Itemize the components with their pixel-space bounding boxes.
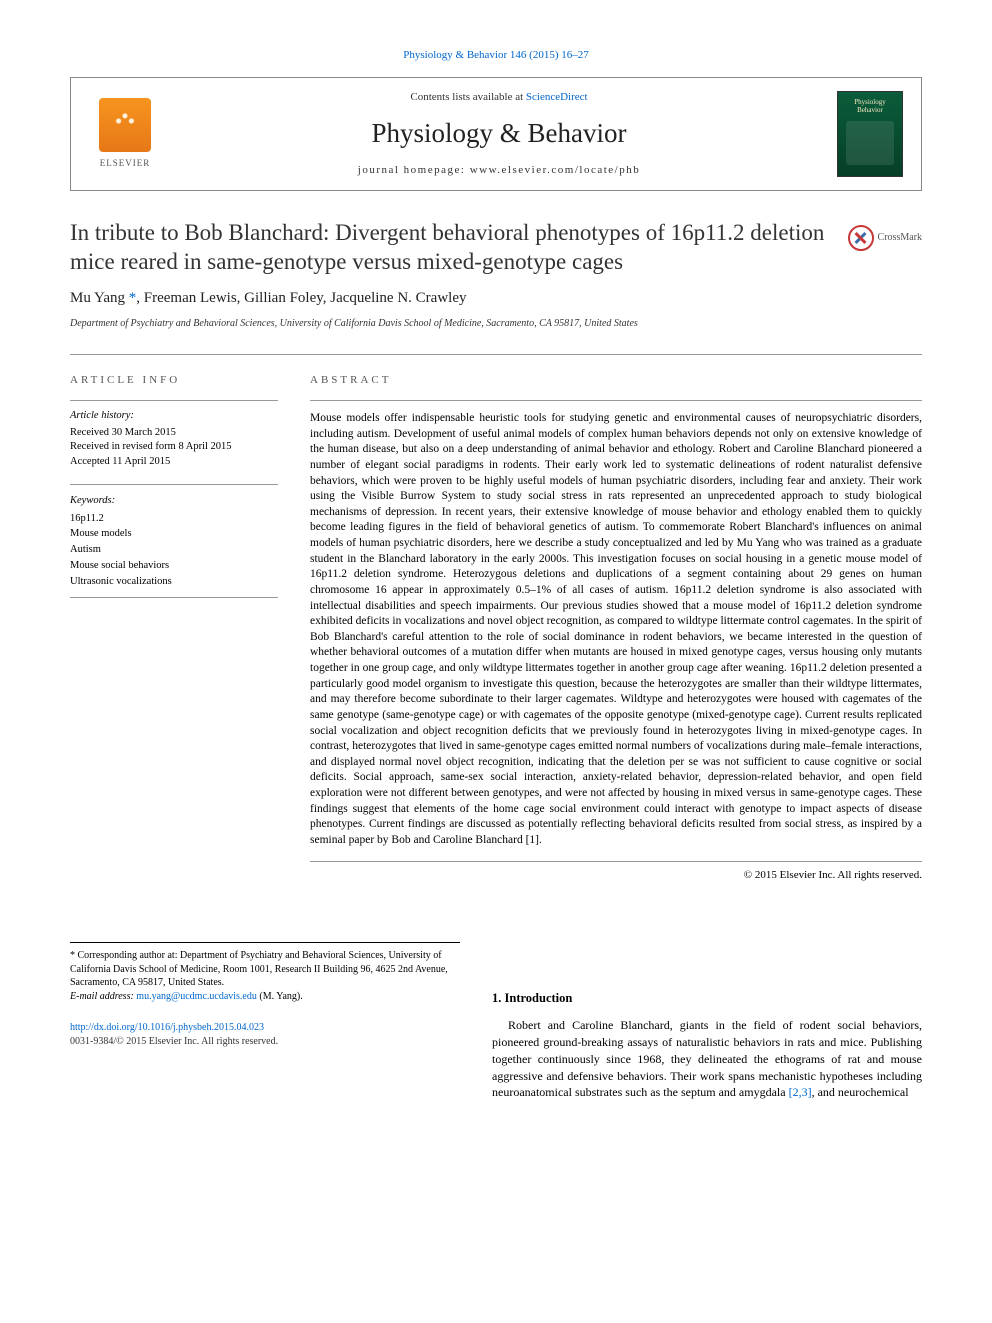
intro-suffix: , and neurochemical <box>812 1085 909 1099</box>
issn-line: 0031-9384/© 2015 Elsevier Inc. All right… <box>70 1035 460 1049</box>
abstract-copyright: © 2015 Elsevier Inc. All rights reserved… <box>310 868 922 883</box>
contents-prefix: Contents lists available at <box>410 91 525 103</box>
intro-ref-link[interactable]: [2,3] <box>789 1085 812 1099</box>
email-link[interactable]: mu.yang@ucdmc.ucdavis.edu <box>136 991 257 1002</box>
crossmark-label: CrossMark <box>878 231 922 245</box>
homepage-line: journal homepage: www.elsevier.com/locat… <box>161 163 837 178</box>
keywords-block: Keywords: 16p11.2 Mouse models Autism Mo… <box>70 484 278 599</box>
journal-name: Physiology & Behavior <box>161 115 837 151</box>
elsevier-logo[interactable]: ELSEVIER <box>89 94 161 174</box>
history-label: Article history: <box>70 409 278 424</box>
authors-line: Mu Yang *, Freeman Lewis, Gillian Foley,… <box>70 288 922 308</box>
email-line: E-mail address: mu.yang@ucdmc.ucdavis.ed… <box>70 990 460 1004</box>
article-info-heading: ARTICLE INFO <box>70 373 278 388</box>
email-label: E-mail address: <box>70 991 136 1002</box>
header-center: Contents lists available at ScienceDirec… <box>161 90 837 178</box>
keyword-1: Mouse models <box>70 526 278 542</box>
elsevier-tree-icon <box>99 98 151 152</box>
author-name-0[interactable]: Mu Yang <box>70 290 125 306</box>
history-accepted: Accepted 11 April 2015 <box>70 455 278 470</box>
cover-title-1: Physiology <box>854 98 886 106</box>
two-column-region: ARTICLE INFO Article history: Received 3… <box>70 354 922 882</box>
elsevier-label: ELSEVIER <box>100 157 151 169</box>
keyword-3: Mouse social behaviors <box>70 558 278 574</box>
crossmark-icon <box>848 225 874 251</box>
journal-cover[interactable]: Physiology Behavior <box>837 91 903 177</box>
keywords-label: Keywords: <box>70 493 278 509</box>
keyword-0: 16p11.2 <box>70 511 278 527</box>
corresponding-author-note: * Corresponding author at: Department of… <box>70 949 460 990</box>
corr-author-star[interactable]: * <box>129 290 137 306</box>
article-info-column: ARTICLE INFO Article history: Received 3… <box>70 373 278 882</box>
introduction-heading: 1. Introduction <box>492 990 922 1007</box>
article-history: Article history: Received 30 March 2015 … <box>70 400 278 470</box>
homepage-url[interactable]: www.elsevier.com/locate/phb <box>470 164 641 176</box>
article-header-row: In tribute to Bob Blanchard: Divergent b… <box>70 219 922 277</box>
keyword-2: Autism <box>70 542 278 558</box>
history-received: Received 30 March 2015 <box>70 426 278 441</box>
contents-line: Contents lists available at ScienceDirec… <box>161 90 837 105</box>
cover-thumbnail <box>846 121 894 165</box>
journal-header: ELSEVIER Contents lists available at Sci… <box>70 77 922 191</box>
author-name-3[interactable]: Jacqueline N. Crawley <box>330 290 466 306</box>
abstract-text: Mouse models offer indispensable heurist… <box>310 400 922 862</box>
doi-link[interactable]: http://dx.doi.org/10.1016/j.physbeh.2015… <box>70 1021 460 1035</box>
footnote-column: * Corresponding author at: Department of… <box>70 942 460 1101</box>
introduction-section: 1. Introduction Robert and Caroline Blan… <box>492 990 922 1101</box>
top-citation[interactable]: Physiology & Behavior 146 (2015) 16–27 <box>70 48 922 63</box>
email-suffix: (M. Yang). <box>257 991 303 1002</box>
abstract-heading: ABSTRACT <box>310 373 922 388</box>
history-revised: Received in revised form 8 April 2015 <box>70 440 278 455</box>
article-title: In tribute to Bob Blanchard: Divergent b… <box>70 219 848 277</box>
author-name-1[interactable]: Freeman Lewis <box>144 290 237 306</box>
introduction-body: Robert and Caroline Blanchard, giants in… <box>492 1017 922 1101</box>
crossmark-badge[interactable]: CrossMark <box>848 225 922 251</box>
affiliation: Department of Psychiatry and Behavioral … <box>70 317 922 331</box>
author-name-2[interactable]: Gillian Foley <box>244 290 323 306</box>
cover-title-2: Behavior <box>857 106 883 114</box>
homepage-label: journal homepage: <box>358 164 470 176</box>
lower-region: * Corresponding author at: Department of… <box>70 942 922 1101</box>
abstract-column: ABSTRACT Mouse models offer indispensabl… <box>310 373 922 882</box>
sciencedirect-link[interactable]: ScienceDirect <box>526 91 588 103</box>
keyword-4: Ultrasonic vocalizations <box>70 574 278 590</box>
